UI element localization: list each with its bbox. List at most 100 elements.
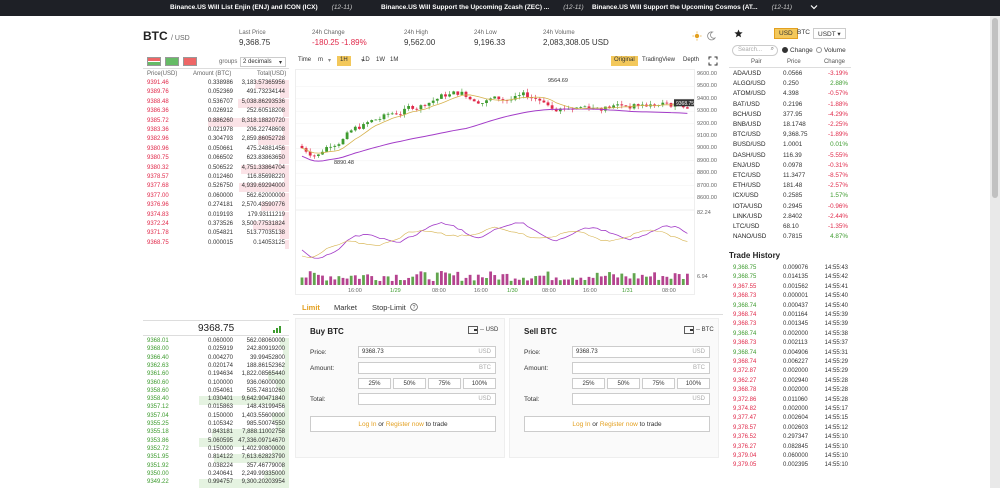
moon-icon[interactable]: [706, 31, 716, 41]
bid-row[interactable]: 9357.04 0.150000 1,403.55600000: [143, 412, 289, 422]
view-depth[interactable]: Depth: [683, 57, 700, 63]
ask-row[interactable]: 9372.24 0.373526 3,500.77531824: [143, 221, 289, 230]
info-icon[interactable]: ?: [410, 303, 418, 311]
bid-row[interactable]: 9368.00 0.025919 242.80919200: [143, 346, 289, 356]
market-row[interactable]: ETC/USD 11.3477 -8.57%: [729, 172, 851, 182]
ask-row[interactable]: 9377.68 0.526750 4,939.69294000: [143, 183, 289, 193]
view-tradingview[interactable]: TradingView: [642, 57, 676, 63]
candlestick-plot[interactable]: 9564.69 8890.48 9368.75: [295, 69, 695, 295]
interval-1d[interactable]: 1D: [362, 57, 370, 63]
buy-pct-75[interactable]: 75%: [428, 378, 461, 389]
book-bids-icon[interactable]: [165, 57, 179, 66]
ask-row[interactable]: 9382.96 0.304793 2,859.86052728: [143, 136, 289, 146]
ask-row[interactable]: 9386.36 0.026912 252.60518208: [143, 108, 289, 118]
market-row[interactable]: IOTA/USD 0.2945 -0.96%: [729, 203, 851, 213]
register-link[interactable]: Register now: [599, 421, 638, 428]
buy-pct-50[interactable]: 50%: [393, 378, 426, 389]
market-row[interactable]: BTC/USD 9,368.75 -1.89%: [729, 131, 851, 141]
ask-row[interactable]: 9371.78 0.054821 513.77035138: [143, 230, 289, 240]
bid-row[interactable]: 9355.18 0.843181 7,888.11002758: [143, 429, 289, 439]
login-link[interactable]: Log In: [572, 421, 591, 428]
ask-row[interactable]: 9380.96 0.050661 475.24881456: [143, 145, 289, 155]
tab-limit[interactable]: Limit: [302, 303, 320, 312]
radio-change[interactable]: Change: [782, 47, 813, 54]
register-link[interactable]: Register now: [385, 421, 424, 428]
chevron-down-icon[interactable]: [810, 3, 818, 11]
scrollbar-thumb[interactable]: [992, 18, 998, 198]
ask-row[interactable]: 9383.36 0.021978 206.22748608: [143, 127, 289, 136]
bid-row[interactable]: 9368.01 0.060000 562.08060000: [143, 338, 289, 347]
market-row[interactable]: ENJ/USD 0.0978 -0.31%: [729, 162, 851, 172]
buy-price-input[interactable]: 9368.73 USD: [358, 346, 496, 358]
sell-price-input[interactable]: 9368.73 USD: [572, 346, 710, 358]
market-row[interactable]: BUSD/USD 1.0001 0.01%: [729, 141, 851, 151]
sell-pct-50[interactable]: 50%: [607, 378, 640, 389]
ask-row[interactable]: 9377.00 0.060000 562.62000000: [143, 192, 289, 202]
ask-row[interactable]: 9374.83 0.019193 179.93111219: [143, 211, 289, 221]
sell-pct-25[interactable]: 25%: [572, 378, 605, 389]
market-row[interactable]: BNB/USD 18.1748 -2.25%: [729, 121, 851, 131]
tab-market[interactable]: Market: [334, 303, 357, 312]
market-search-input[interactable]: Search... ⌕: [732, 45, 778, 56]
interval-dropdown-icon[interactable]: ▾: [328, 58, 332, 64]
ask-row[interactable]: 9368.75 0.000015 0.14053125: [143, 239, 289, 249]
bid-row[interactable]: 9361.60 0.194634 1,822.08565440: [143, 371, 289, 381]
ask-row[interactable]: 9389.76 0.052369 491.73234144: [143, 89, 289, 99]
ask-row[interactable]: 9378.57 0.012460 116.85698220: [143, 174, 289, 183]
tab-stop-limit[interactable]: Stop-Limit: [372, 303, 406, 312]
news-item[interactable]: Binance.US Will Support the Upcoming Zca…: [381, 4, 584, 11]
market-row[interactable]: ETH/USD 181.48 -2.57%: [729, 182, 851, 192]
page-scrollbar[interactable]: [990, 16, 1000, 488]
sell-amount-input[interactable]: BTC: [572, 362, 710, 374]
bid-row[interactable]: 9351.92 0.038224 357.46779008: [143, 462, 289, 472]
interval-1w[interactable]: 1W: [376, 57, 385, 63]
bid-row[interactable]: 9352.72 0.150000 1,402.90800000: [143, 445, 289, 455]
bid-row[interactable]: 9366.40 0.004270 39.99452800: [143, 354, 289, 364]
bid-row[interactable]: 9358.40 1.030401 9,642.90471840: [143, 396, 289, 406]
market-row[interactable]: ATOM/USD 4.398 -0.57%: [729, 90, 851, 100]
ask-row[interactable]: 9388.48 0.536707 5,038.86293536: [143, 98, 289, 108]
bid-row[interactable]: 9355.25 0.105342 985.50074550: [143, 421, 289, 430]
bid-row[interactable]: 9350.00 0.240641 2,249.99335000: [143, 470, 289, 480]
market-row[interactable]: LTC/USD 68.10 -1.35%: [729, 223, 851, 233]
sell-pct-100[interactable]: 100%: [677, 378, 710, 389]
book-asks-icon[interactable]: [183, 57, 197, 66]
news-item[interactable]: Binance.US Will List Enjin (ENJ) and ICO…: [170, 4, 353, 11]
ask-row[interactable]: 9376.96 0.274181 2,570.43590776: [143, 202, 289, 212]
bid-row[interactable]: 9349.22 0.994757 9,300.20203954: [143, 479, 289, 488]
bid-row[interactable]: 9357.12 0.015863 148.43199456: [143, 404, 289, 414]
fullscreen-icon[interactable]: [708, 56, 718, 66]
radio-volume[interactable]: Volume: [816, 47, 846, 54]
bid-row[interactable]: 9358.60 0.054061 505.74810260: [143, 387, 289, 397]
interval-1m[interactable]: 1M: [390, 57, 399, 63]
tab-usd[interactable]: USD: [774, 28, 798, 39]
tab-usdt[interactable]: USDT ▾: [813, 28, 846, 39]
buy-pct-100[interactable]: 100%: [463, 378, 496, 389]
market-row[interactable]: DASH/USD 116.39 -5.55%: [729, 152, 851, 162]
market-row[interactable]: LINK/USD 2.8402 -2.44%: [729, 213, 851, 223]
interval-minute[interactable]: m: [318, 57, 323, 63]
market-row[interactable]: ALGO/USD 0.250 2.88%: [729, 80, 851, 90]
ask-row[interactable]: 9385.72 0.886260 8,318.18820720: [143, 117, 289, 127]
news-item[interactable]: Binance.US Will Support the Upcoming Cos…: [592, 4, 793, 11]
book-both-icon[interactable]: [147, 57, 161, 66]
ask-row[interactable]: 9391.46 0.338986 3,183.57365956: [143, 80, 289, 89]
market-row[interactable]: ADA/USD 0.0566 -3.19%: [729, 70, 851, 80]
interval-1h[interactable]: 1H: [337, 56, 351, 66]
sell-total-input[interactable]: USD: [572, 393, 710, 405]
tab-btc[interactable]: BTC: [797, 29, 810, 36]
buy-pct-25[interactable]: 25%: [358, 378, 391, 389]
interval-dropdown-icon[interactable]: ▾: [361, 58, 365, 64]
buy-total-input[interactable]: USD: [358, 393, 496, 405]
market-row[interactable]: BCH/USD 377.95 -4.29%: [729, 111, 851, 121]
market-row[interactable]: BAT/USD 0.2196 -1.88%: [729, 101, 851, 111]
ask-row[interactable]: 9380.75 0.066502 623.83863650: [143, 155, 289, 165]
ask-row[interactable]: 9380.32 0.506522 4,751.33864704: [143, 164, 289, 174]
bid-row[interactable]: 9353.86 5.060595 47,336.09714670: [143, 437, 289, 447]
decimals-select[interactable]: 2 decimals ▾: [240, 57, 286, 67]
market-row[interactable]: NANO/USD 0.7815 4.87%: [729, 233, 851, 243]
market-row[interactable]: ICX/USD 0.2585 1.57%: [729, 192, 851, 202]
bid-row[interactable]: 9351.95 0.814122 7,613.62823790: [143, 454, 289, 464]
buy-amount-input[interactable]: BTC: [358, 362, 496, 374]
star-icon[interactable]: [734, 29, 743, 38]
